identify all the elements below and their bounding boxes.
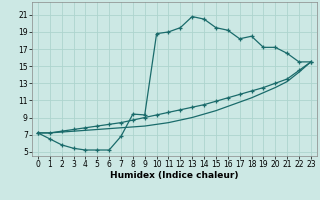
X-axis label: Humidex (Indice chaleur): Humidex (Indice chaleur) xyxy=(110,171,239,180)
